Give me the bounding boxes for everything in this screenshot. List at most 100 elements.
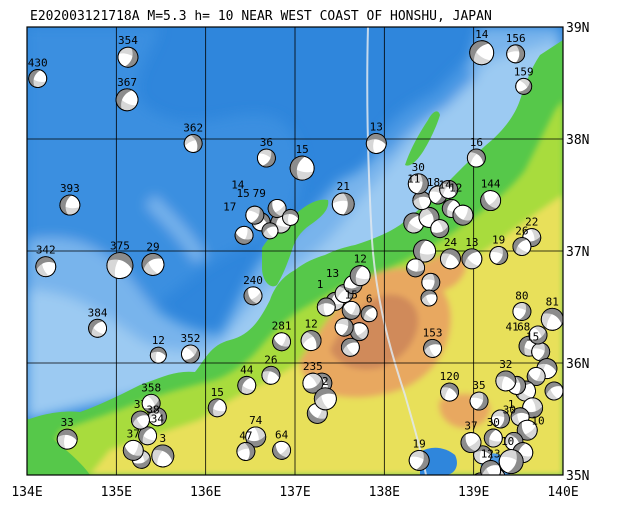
beachball-32: [495, 370, 517, 392]
x-tick-label: 134E: [11, 485, 42, 500]
cluster-label: 15: [237, 187, 250, 200]
cluster-beachball-25: [340, 337, 360, 357]
cluster-label: 11: [407, 173, 420, 186]
cluster-beachball-5: [267, 198, 287, 218]
beachball-16: [466, 148, 486, 168]
cluster-label: 38: [146, 403, 159, 416]
x-tick-label: 135E: [101, 485, 132, 500]
cluster-label: 14: [231, 178, 245, 191]
beachball-label: 240: [243, 274, 263, 287]
beachball-15: [289, 155, 315, 181]
plate-boundary-line: [366, 27, 427, 475]
beachball-3: [151, 444, 175, 468]
beachball-35: [469, 391, 489, 411]
beachball-label: 3: [159, 432, 166, 445]
cluster-beachball-44: [528, 325, 548, 345]
sado-island: [405, 111, 440, 166]
cluster-label: 34: [151, 412, 165, 425]
beachball-12: [300, 330, 322, 352]
cluster-label: 14: [438, 178, 452, 191]
beachball-label: 81: [546, 295, 559, 308]
y-tick-label: 35N: [566, 469, 589, 484]
cluster-label: 12: [449, 182, 462, 195]
beachball-label: 342: [36, 244, 56, 257]
y-tick-label: 39N: [566, 21, 589, 36]
beachball-label: 153: [423, 326, 443, 339]
beachball-19: [408, 449, 430, 471]
beachball-15: [207, 398, 227, 418]
cluster-label: 79: [253, 187, 266, 200]
beachball-342: [35, 256, 57, 278]
beachball-393: [59, 194, 81, 216]
beachball-358: [141, 393, 161, 413]
y-tick-label: 38N: [566, 133, 589, 148]
cluster-beachball-48: [491, 409, 510, 429]
y-tick-label: 36N: [566, 357, 589, 372]
beachball-label: 362: [183, 121, 203, 134]
beachball-26: [512, 237, 532, 256]
beachball-label: 16: [470, 136, 483, 149]
cluster-beachball-43: [544, 381, 563, 401]
cluster-beachball-34: [526, 366, 546, 386]
cluster-label: 41: [505, 321, 518, 334]
cluster-label: 1: [508, 398, 515, 411]
cluster-label: 1: [317, 278, 324, 291]
beachball-120: [440, 382, 459, 402]
beachball-123: [480, 460, 502, 475]
x-tick-label: 139E: [458, 485, 489, 500]
beachball-label: 393: [60, 182, 80, 195]
beachball-26: [261, 365, 281, 385]
beachball-label: 358: [141, 381, 161, 394]
beachball-label: 29: [146, 240, 159, 253]
beachball-281: [272, 332, 292, 352]
noto-peninsula: [262, 199, 329, 287]
beachball-label: 47: [239, 429, 252, 442]
beachball-430: [28, 69, 48, 88]
map-frame: [26, 26, 564, 476]
beachball-label: 384: [88, 306, 108, 319]
beachball-label: 33: [61, 416, 74, 429]
cluster-beachball-22: [316, 297, 336, 317]
beachball-label: 22: [525, 216, 538, 229]
beachball-label: 6: [366, 293, 373, 306]
beachball-label: 12: [304, 318, 317, 331]
beachball-label: 375: [110, 240, 130, 253]
cluster-beachball-11: [452, 204, 474, 226]
beachball-label: 120: [440, 370, 460, 383]
beachball-label: 281: [272, 320, 292, 333]
beachball-144: [480, 190, 502, 212]
cluster-beachball-23: [349, 322, 369, 342]
beachball-label: 32: [499, 358, 512, 371]
beachball-label: 12: [354, 253, 367, 266]
cluster-beachball-4: [245, 205, 265, 225]
cluster-beachball-42: [498, 449, 524, 475]
beachball-13: [461, 248, 483, 270]
beachball-36: [256, 148, 276, 168]
beachball-label: 19: [413, 437, 426, 450]
x-tick-label: 140E: [547, 485, 578, 500]
beachball-label: 123: [481, 448, 501, 461]
beachball-21: [331, 192, 355, 216]
beachball-label: 21: [337, 180, 350, 193]
beachball-367: [115, 88, 139, 112]
x-tick-label: 136E: [190, 485, 221, 500]
cluster-beachball-24: [334, 317, 354, 337]
x-tick-label: 137E: [279, 485, 310, 500]
cluster-beachball-14: [439, 179, 459, 199]
beachball-label: 35: [472, 379, 485, 392]
beachball-375: [106, 252, 134, 280]
beachball-label: 26: [515, 225, 528, 238]
cluster-beachball-15: [413, 239, 436, 263]
cluster-beachball-32: [531, 342, 551, 362]
beachball-label: 367: [117, 76, 137, 89]
beachball-label: 44: [240, 363, 254, 376]
beachball-29: [141, 252, 165, 276]
beachball-label: 15: [345, 288, 358, 301]
beachball-label: 13: [465, 236, 478, 249]
y-tick-label: 37N: [566, 245, 589, 260]
beachball-362: [183, 134, 203, 153]
beachball-label: 30: [412, 161, 425, 174]
